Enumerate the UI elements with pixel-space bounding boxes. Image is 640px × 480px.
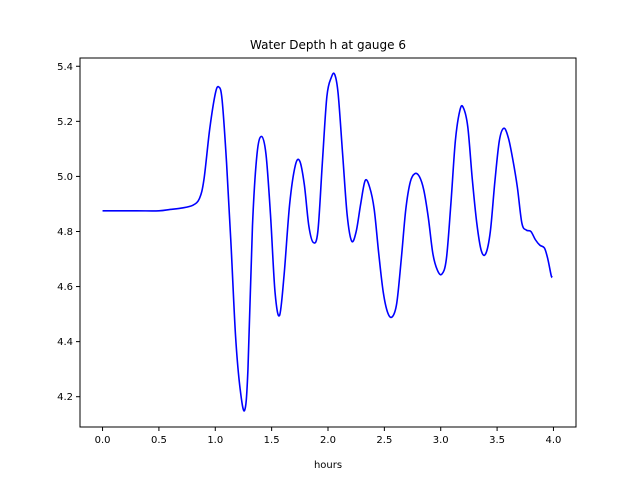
y-tick-label: 4.2 <box>57 392 73 403</box>
x-tick-label: 2.0 <box>320 435 336 446</box>
y-tick-label: 5.0 <box>57 172 73 183</box>
y-tick-label: 4.6 <box>57 282 73 293</box>
y-tick-label: 5.4 <box>57 62 73 73</box>
x-tick-label: 3.5 <box>489 435 505 446</box>
series-layer <box>102 72 554 412</box>
x-axis: 0.0 0.5 1.0 1.5 2.0 2.5 3.0 3.5 4.0 <box>95 427 562 446</box>
x-tick-label: 1.5 <box>264 435 280 446</box>
series-line <box>102 72 554 412</box>
x-tick-label: 2.5 <box>376 435 392 446</box>
y-tick-label: 4.4 <box>57 337 73 348</box>
x-tick-label: 0.5 <box>151 435 167 446</box>
y-axis: 4.2 4.4 4.6 4.8 5.0 5.2 5.4 <box>57 62 80 403</box>
x-tick-label: 0.0 <box>95 435 111 446</box>
x-tick-label: 3.0 <box>433 435 449 446</box>
y-tick-label: 4.8 <box>57 227 73 238</box>
x-tick-label: 4.0 <box>546 435 562 446</box>
chart-title: Water Depth h at gauge 6 <box>250 38 406 52</box>
plot-area <box>80 58 576 427</box>
x-tick-label: 1.0 <box>207 435 223 446</box>
x-axis-label: hours <box>314 460 342 471</box>
y-tick-label: 5.2 <box>57 117 73 128</box>
